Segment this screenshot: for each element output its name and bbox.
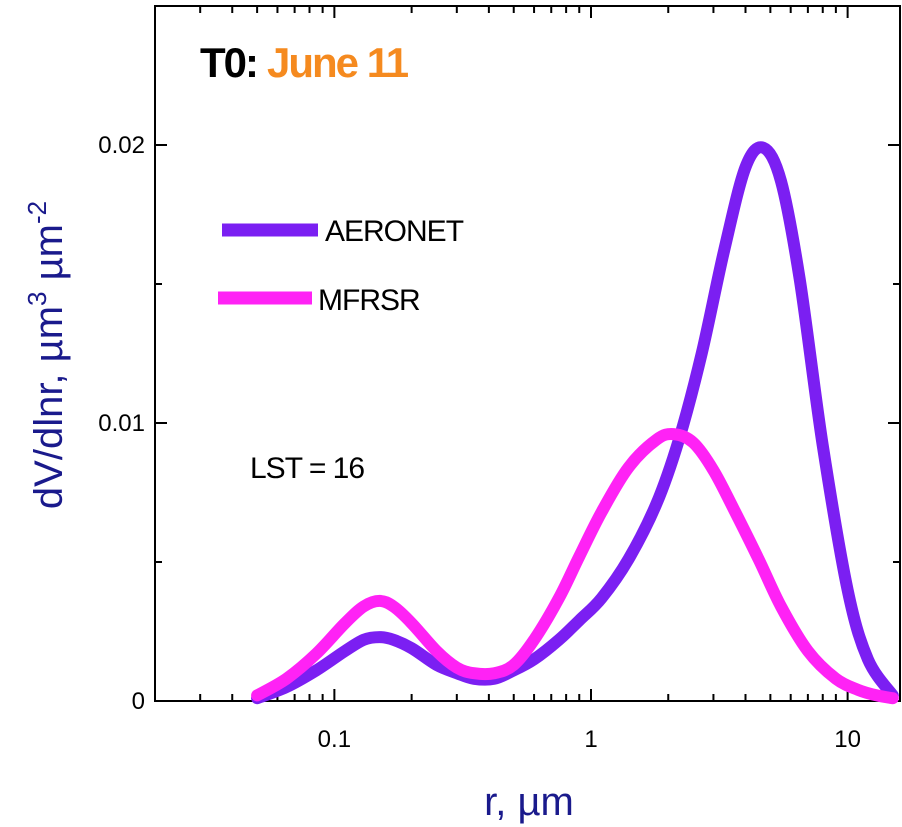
y-axis-title-sup2: -2 (22, 201, 52, 224)
chart-title-prefix: T0: (200, 39, 257, 86)
y-tick-label: 0 (132, 688, 145, 715)
chart-title: T0: June 11 (200, 39, 409, 86)
series-line-aeronet (251, 141, 899, 705)
y-axis-title-sup1: 3 (22, 292, 52, 306)
y-axis: 0 0.01 0.02 (98, 132, 900, 715)
legend: AERONET MFRSR (218, 215, 465, 317)
y-axis-title-main: dV/dlnr, µm (27, 306, 71, 509)
chart-title-date: June 11 (267, 39, 409, 86)
annotation-lst: LST = 16 (250, 452, 364, 485)
x-tick-label: 1 (584, 726, 597, 753)
x-tick-label: 10 (834, 726, 861, 753)
legend-label-aeronet: AERONET (325, 215, 464, 248)
y-axis-title: dV/dlnr, µm3 µm-2 (22, 201, 71, 509)
series-layer (251, 141, 899, 705)
x-tick-label: 0.1 (318, 726, 351, 753)
y-axis-title-mid: µm (27, 224, 71, 291)
x-axis-title: r, µm (484, 780, 574, 824)
legend-label-mfrsr: MFRSR (318, 284, 420, 317)
y-tick-label: 0.01 (98, 410, 145, 437)
series-line-mfrsr (251, 427, 899, 705)
x-axis: 0.1 1 10 (154, 6, 861, 753)
y-tick-label: 0.02 (98, 132, 145, 159)
plot-frame (154, 5, 901, 702)
